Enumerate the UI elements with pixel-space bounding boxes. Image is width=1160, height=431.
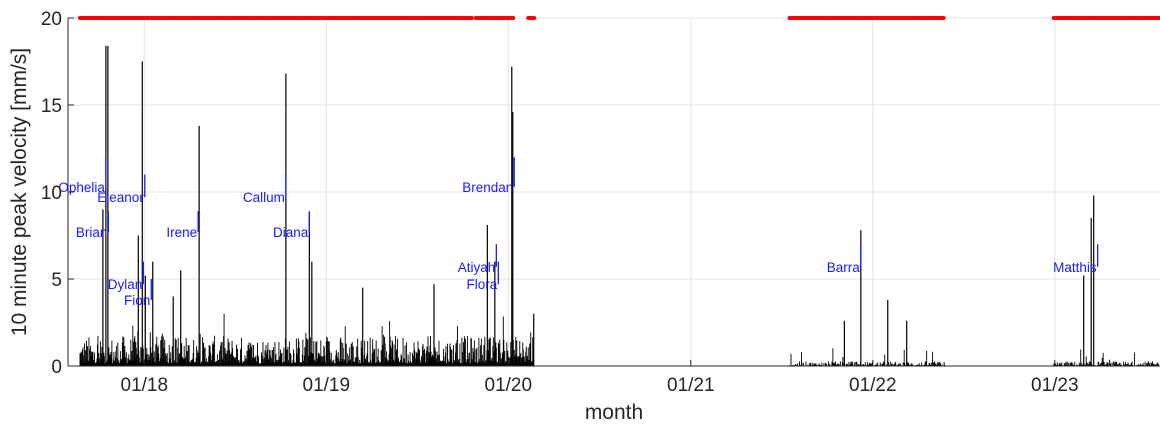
availability-segment	[474, 16, 515, 20]
storm-label: Eleanor	[97, 190, 144, 205]
storm-label: Flora	[467, 277, 498, 292]
y-tick-label: 5	[51, 270, 62, 291]
x-tick-label: 01/23	[1031, 375, 1079, 396]
y-tick-label: 10	[41, 183, 62, 204]
storm-label: Matthis	[1053, 260, 1097, 275]
y-tick-label: 15	[41, 96, 62, 117]
availability-segment	[526, 16, 536, 20]
x-tick-label: 01/19	[303, 375, 351, 396]
x-tick-label: 01/21	[667, 375, 715, 396]
x-tick-label: 01/20	[485, 375, 533, 396]
availability-dot	[511, 16, 515, 20]
availability-dot	[942, 16, 946, 20]
storm-label: Brian	[76, 225, 108, 240]
x-tick-label: 01/22	[849, 375, 897, 396]
storm-label: Fion	[124, 293, 150, 308]
storm-label: Irene	[166, 225, 197, 240]
y-tick-label: 0	[51, 357, 62, 378]
storm-label: Diana	[273, 225, 309, 240]
storm-label: Brendan	[462, 180, 513, 195]
storm-label: Atiyah	[458, 260, 496, 275]
availability-dot	[532, 16, 536, 20]
storm-label: Dylan	[108, 277, 143, 292]
availability-segment	[788, 16, 946, 20]
y-axis-title: 10 minute peak velocity [mm/s]	[8, 48, 31, 336]
availability-dot	[470, 16, 474, 20]
storm-label: Callum	[243, 190, 285, 205]
x-tick-label: 01/18	[121, 375, 169, 396]
storm-label: Barra	[827, 260, 861, 275]
x-axis-title: month	[585, 401, 643, 424]
y-tick-label: 20	[41, 9, 62, 30]
availability-segment	[1052, 16, 1160, 20]
availability-segment	[78, 16, 474, 20]
